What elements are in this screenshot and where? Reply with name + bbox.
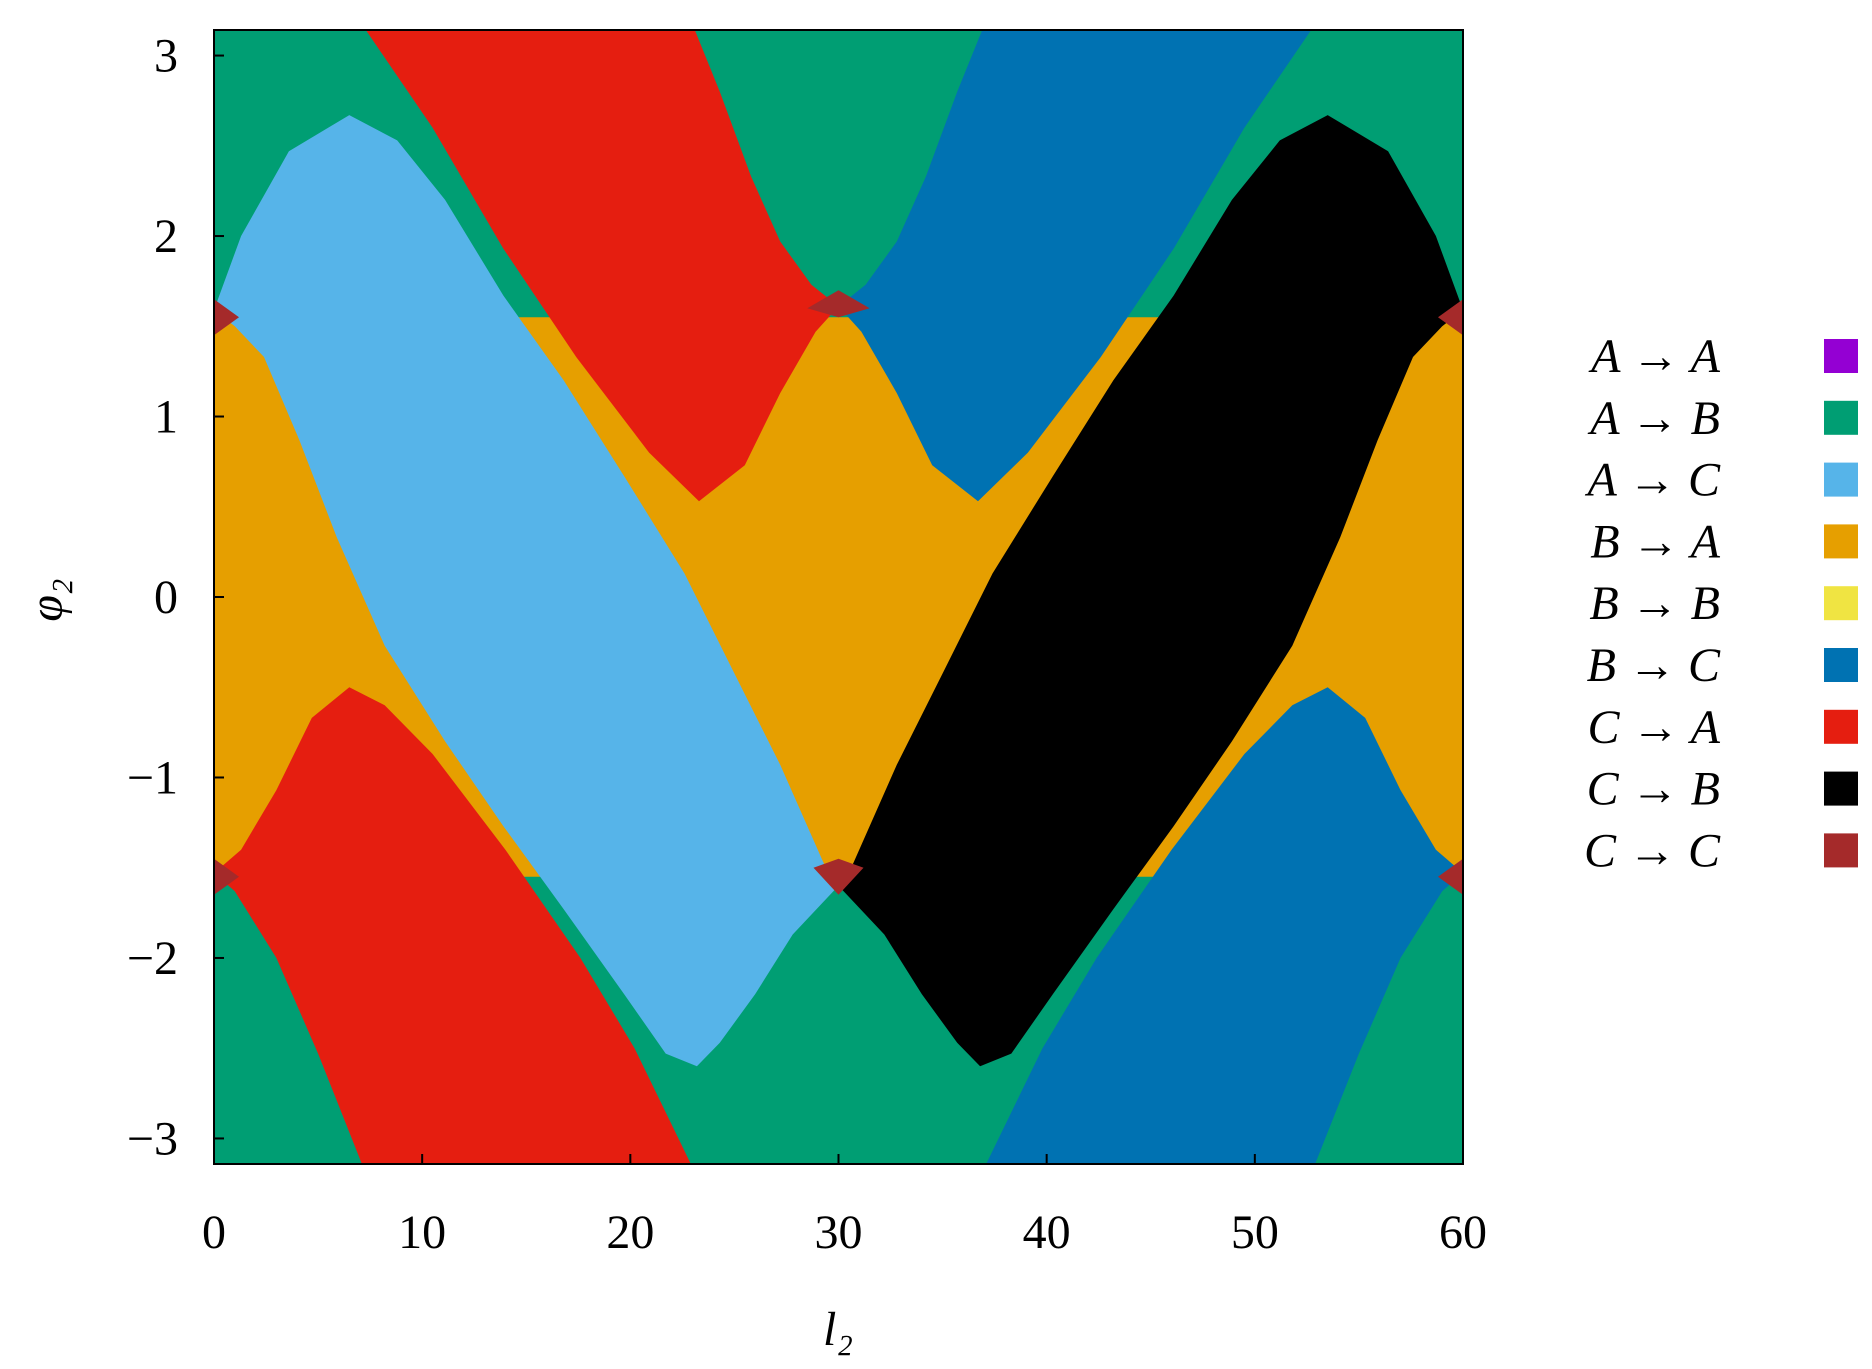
legend-swatch bbox=[1824, 771, 1858, 806]
region bbox=[807, 290, 870, 318]
legend-swatch bbox=[1824, 462, 1858, 497]
legend-swatch bbox=[1824, 339, 1858, 373]
y-tick-label: 2 bbox=[154, 210, 178, 263]
x-tick-label: 10 bbox=[398, 1206, 446, 1259]
legend-swatch bbox=[1824, 400, 1858, 435]
region bbox=[366, 30, 839, 502]
y-tick-label: −2 bbox=[127, 932, 178, 985]
y-tick-label: −1 bbox=[127, 751, 178, 804]
legend-swatch bbox=[1824, 524, 1858, 559]
region bbox=[986, 687, 1463, 1164]
x-tick-label: 50 bbox=[1231, 1206, 1279, 1259]
plot-area bbox=[214, 30, 1463, 1164]
x-tick-label: 20 bbox=[606, 1206, 654, 1259]
x-axis-label: l₂ bbox=[823, 1303, 853, 1356]
y-tick-label: 1 bbox=[154, 391, 178, 444]
x-tick-label: 60 bbox=[1439, 1206, 1487, 1259]
y-tick-label: −3 bbox=[127, 1112, 178, 1165]
region bbox=[1438, 299, 1463, 336]
region bbox=[813, 858, 864, 895]
legend-swatch bbox=[1824, 586, 1858, 621]
legend-label: A → C bbox=[1585, 454, 1721, 507]
legend-label: A → A bbox=[1588, 330, 1721, 383]
y-tick-label: 3 bbox=[154, 30, 178, 83]
legend-label: B → C bbox=[1587, 639, 1721, 692]
region bbox=[214, 687, 691, 1164]
region bbox=[214, 858, 239, 895]
legend-label: A → B bbox=[1587, 392, 1720, 445]
legend-label: C → B bbox=[1587, 763, 1720, 816]
legend-swatch bbox=[1824, 648, 1858, 682]
region bbox=[838, 115, 1463, 1067]
x-tick-label: 30 bbox=[815, 1206, 863, 1259]
y-tick-label: 0 bbox=[154, 571, 178, 624]
legend-swatch bbox=[1824, 709, 1858, 744]
legend-label: B → A bbox=[1590, 515, 1720, 568]
legend-label: C → C bbox=[1584, 824, 1721, 877]
x-tick-label: 40 bbox=[1023, 1206, 1071, 1259]
region bbox=[214, 115, 839, 1067]
region bbox=[838, 30, 1311, 502]
legend-label: C → A bbox=[1588, 701, 1721, 754]
legend-label: B → B bbox=[1589, 577, 1720, 630]
region bbox=[1438, 858, 1463, 895]
legend-swatch bbox=[1824, 833, 1858, 868]
x-tick-label: 0 bbox=[202, 1206, 226, 1259]
region bbox=[214, 299, 239, 336]
y-axis-label: φ₂ bbox=[20, 578, 73, 621]
